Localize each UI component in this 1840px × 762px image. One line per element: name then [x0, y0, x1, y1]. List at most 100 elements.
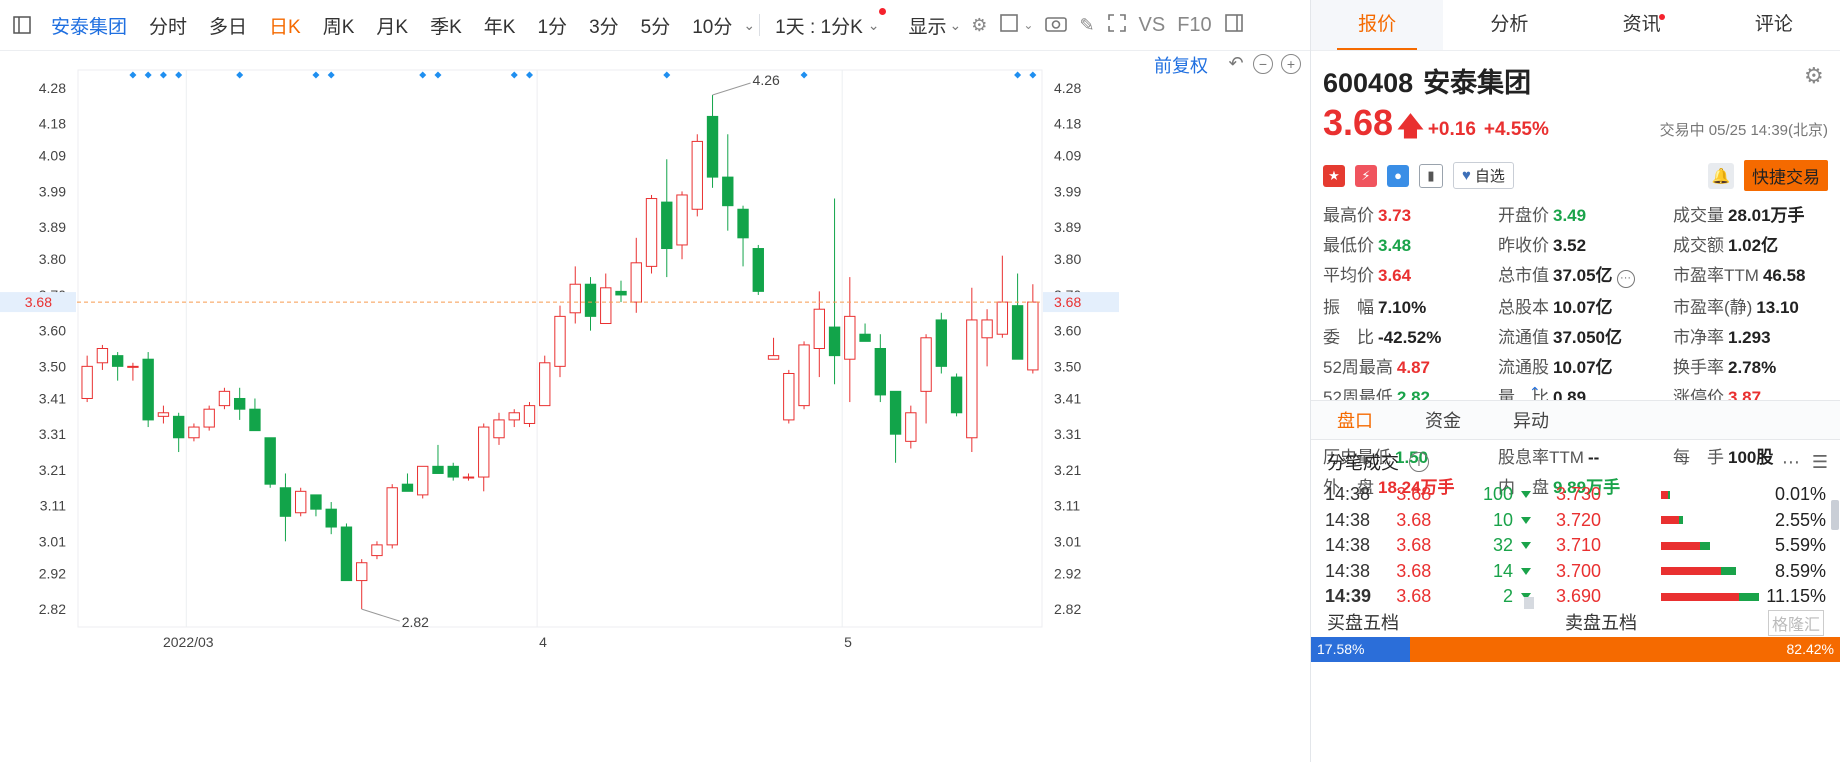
metric-label: 最高价: [1323, 206, 1374, 225]
metric-value: 13.10: [1756, 298, 1799, 317]
candle-body: [310, 494, 322, 510]
candle-body: [706, 115, 719, 178]
metric-label: 52周最高: [1323, 358, 1393, 377]
quick-trade-button[interactable]: 快捷交易: [1744, 160, 1828, 191]
y-tick-right: 4.18: [1054, 116, 1081, 132]
gear-icon[interactable]: ⚙: [971, 14, 988, 35]
metric-label: 市盈率TTM: [1673, 266, 1759, 285]
metric-label: 振 幅: [1323, 298, 1374, 317]
metric-value: 3.52: [1553, 236, 1587, 255]
interval-select[interactable]: 1天 : 1分K: [775, 16, 863, 38]
bookmark-icon[interactable]: ▮: [1419, 163, 1443, 188]
sell-arrow-icon: [1521, 491, 1532, 499]
candle-body: [295, 490, 307, 514]
candle-body: [676, 194, 688, 246]
f10-button[interactable]: F10: [1177, 13, 1212, 36]
trade-volume: 100: [1482, 484, 1514, 505]
notification-dot: [1658, 14, 1665, 20]
info-icon[interactable]: i: [1409, 452, 1429, 472]
y-tick-left: 3.80: [39, 251, 66, 267]
fullscreen-icon[interactable]: [1107, 13, 1127, 38]
candle-body: [844, 315, 856, 360]
sidebar-toggle-icon[interactable]: [10, 13, 34, 37]
trade-row: 14:39 3.68 2: [1311, 584, 1532, 610]
gear-icon[interactable]: ⚙: [1804, 63, 1824, 88]
metric-cell: 成交额 1.02亿: [1673, 231, 1833, 256]
tab-analysis[interactable]: 分析: [1490, 14, 1529, 35]
period-yearly-k[interactable]: 年K: [483, 16, 516, 38]
candle-body: [142, 358, 154, 421]
low-leader-line: [361, 608, 400, 622]
chevron-down-icon[interactable]: ⌄: [1023, 18, 1034, 32]
period-intraday[interactable]: 分时: [149, 16, 188, 38]
adjust-mode-button[interactable]: 前复权: [1154, 56, 1208, 76]
event-marker-icon: [1014, 71, 1022, 79]
more-icon[interactable]: ⋯: [1781, 451, 1800, 472]
y-tick-left: 3.31: [39, 426, 66, 442]
zoom-out-icon[interactable]: −: [1253, 54, 1273, 74]
period-3min[interactable]: 3分: [589, 16, 619, 38]
period-quarterly-k[interactable]: 季K: [430, 16, 462, 38]
list-icon[interactable]: ☰: [1811, 451, 1828, 472]
metric-label: 换手率: [1673, 358, 1724, 377]
quote-panel: 报价 分析 资讯 评论 600408 安泰集团 ⚙ 3.68 🡅 +0.16 +4…: [1311, 0, 1840, 762]
subtab-orderbook[interactable]: 盘口: [1337, 411, 1373, 431]
scrollbar-thumb-small: [1524, 597, 1534, 609]
event-marker-icon: [510, 71, 518, 79]
candle-body: [508, 412, 520, 421]
price-level-row: 3.700 8.59%: [1536, 559, 1826, 585]
bell-icon[interactable]: 🔔: [1708, 162, 1734, 189]
tab-news[interactable]: 资讯: [1576, 0, 1708, 50]
period-10min[interactable]: 10分: [692, 16, 733, 38]
trade-row: 14:38 3.68 100: [1311, 482, 1532, 508]
ask-label: 卖盘五档: [1565, 613, 1637, 633]
candle-body: [127, 365, 139, 368]
subtab-capital[interactable]: 资金: [1425, 411, 1461, 431]
period-5min[interactable]: 5分: [640, 16, 671, 38]
chevron-down-icon[interactable]: ⌄: [867, 16, 880, 33]
expand-chevron-icon[interactable]: ⌃: [1529, 384, 1541, 400]
panel-toggle-icon[interactable]: [1224, 13, 1244, 38]
candle-body: [462, 476, 475, 479]
metric-cell: 最低价 3.48: [1323, 231, 1498, 256]
current-price-tag-right: [1043, 292, 1119, 313]
trade-time: 14:38: [1325, 560, 1371, 581]
stock-name-tab[interactable]: 安泰集团: [51, 16, 128, 38]
chevron-down-icon[interactable]: ⌄: [743, 16, 756, 33]
metric-label: 总股本: [1498, 298, 1549, 317]
metric-value: --: [1587, 448, 1600, 467]
tab-comments[interactable]: 评论: [1754, 14, 1793, 35]
divider: [759, 14, 761, 36]
metric-cell: 内 盘 9.89万手: [1498, 473, 1673, 498]
metric-cell: 每 手 100股: [1673, 443, 1833, 468]
y-tick-left: 4.18: [39, 116, 66, 132]
period-monthly-k[interactable]: 月K: [376, 16, 409, 38]
pencil-icon[interactable]: ✎: [1079, 14, 1095, 35]
tab-quote[interactable]: 报价: [1311, 0, 1444, 50]
add-watchlist-button[interactable]: ♥ 自选: [1453, 162, 1514, 189]
metric-cell: 最高价 3.73: [1323, 201, 1498, 226]
zoom-in-icon[interactable]: +: [1281, 54, 1301, 74]
candle-body: [645, 198, 658, 267]
metric-label: 市净率: [1673, 328, 1724, 347]
square-checkbox-icon[interactable]: [999, 13, 1019, 38]
candlestick-chart[interactable]: 4.28 4.28 4.18 4.18 4.09 4.09 3.99 3.99 3.89 3.89…: [0, 50, 1310, 762]
sell-volume-bar: [1678, 516, 1684, 525]
bid-label: 买盘五档: [1327, 613, 1399, 633]
vs-compare-button[interactable]: VS: [1138, 13, 1166, 36]
scrollbar[interactable]: [1831, 500, 1839, 530]
chevron-down-icon[interactable]: ⌄: [949, 16, 962, 33]
period-weekly-k[interactable]: 周K: [322, 16, 355, 38]
period-1min[interactable]: 1分: [537, 16, 568, 38]
period-daily-k[interactable]: 日K: [269, 16, 301, 38]
undo-icon[interactable]: ↶: [1228, 53, 1244, 73]
candle-body: [554, 315, 566, 367]
subtab-movement[interactable]: 异动: [1513, 411, 1549, 431]
candle-body: [584, 283, 597, 317]
period-multiday[interactable]: 多日: [209, 16, 248, 38]
more-icon[interactable]: ···: [1616, 270, 1635, 288]
display-menu[interactable]: 显示: [908, 16, 947, 38]
camera-icon[interactable]: [1045, 14, 1068, 37]
chart-controls: ↶ − +: [1227, 54, 1301, 74]
candle-body: [905, 412, 917, 442]
